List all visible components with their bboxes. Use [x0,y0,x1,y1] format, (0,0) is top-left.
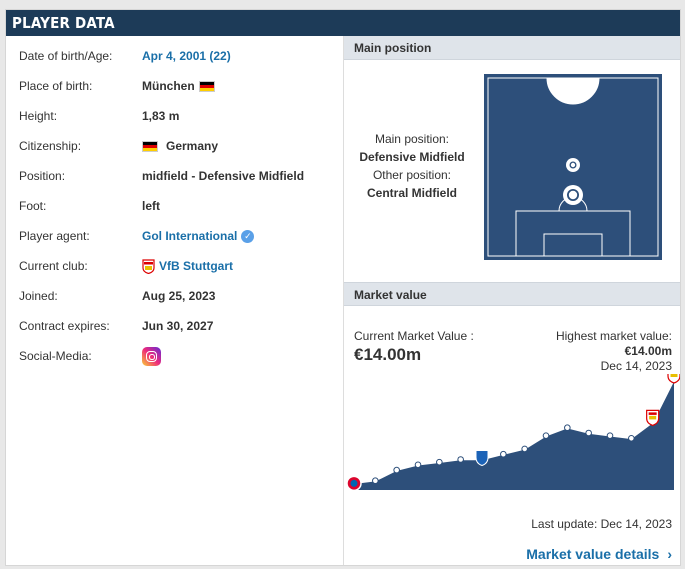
birthplace-value: München [142,76,215,96]
info-row-height: Height: 1,83 m [19,106,339,126]
position-text: Main position: Defensive Midfield Other … [344,130,480,202]
info-row-citizenship: Citizenship: Germany [19,136,339,156]
height-value: 1,83 m [142,109,180,123]
joined-label: Joined: [19,289,58,303]
height-label: Height: [19,109,58,123]
position-label: Position: [19,169,66,183]
chart-point[interactable] [606,432,614,439]
info-row-birthplace: Place of birth: München [19,76,339,96]
joined-value: Aug 25, 2023 [142,289,216,303]
column-divider [343,36,344,565]
stuttgart-crest-icon [667,374,680,384]
info-row-joined: Joined: Aug 25, 2023 [19,286,339,306]
center-circle-arc [546,77,600,105]
foot-value: left [142,199,160,213]
germany-flag-icon [198,81,215,93]
info-row-position: Position: midfield - Defensive Midfield [19,166,339,186]
contract-value: Jun 30, 2027 [142,319,214,333]
stuttgart-crest-icon [142,259,155,275]
market-value-details-link[interactable]: Market value details › [526,546,672,562]
verified-check-icon: ✓ [241,230,255,244]
chart-point[interactable] [414,461,422,469]
main-position-label: Main position: [374,132,450,146]
foot-label: Foot: [19,199,47,213]
club-label: Current club: [19,259,88,273]
chart-point[interactable] [521,445,528,453]
instagram-icon[interactable] [142,347,161,367]
position-value: midfield - Defensive Midfield [142,169,305,183]
player-info-list: Date of birth/Age: Apr 4, 2001 (22) Plac… [6,36,343,565]
dob-label: Date of birth/Age: [19,49,113,63]
chart-point[interactable] [564,424,571,432]
contract-label: Contract expires: [19,319,110,333]
chart-point[interactable] [585,429,592,437]
market-value-chart[interactable] [344,374,680,514]
chart-club-markers [346,374,680,492]
highest-value: €14.00m [624,344,672,358]
hoffenheim-crest-icon [475,450,489,467]
social-links [142,346,161,367]
agent-link[interactable]: Gol International ✓ [142,226,255,246]
citizenship-label: Citizenship: [19,139,82,153]
birthplace-label: Place of birth: [19,79,93,93]
chevron-right-icon: › [667,546,672,562]
pitch-diagram [484,74,662,260]
highest-value-label: Highest market value: [555,329,672,343]
chart-point[interactable] [372,477,379,484]
info-row-contract: Contract expires: Jun 30, 2027 [19,316,339,336]
main-position-value: Defensive Midfield [359,150,465,164]
card-title: PLAYER DATA [6,10,680,36]
market-value-header: Market value [344,282,680,306]
info-row-club: Current club: VfB Stuttgart [19,256,339,276]
agent-label: Player agent: [19,229,90,243]
highest-value-date: Dec 14, 2023 [600,359,672,373]
info-row-social: Social-Media: [19,346,339,367]
last-update: Last update: Dec 14, 2023 [531,517,672,531]
chart-point[interactable] [542,432,550,439]
chart-point[interactable] [393,466,400,474]
chart-point[interactable] [436,458,443,466]
goal-box [543,233,603,257]
player-data-card: PLAYER DATA Date of birth/Age: Apr 4, 20… [5,9,681,566]
chart-area [354,380,674,490]
info-row-dob: Date of birth/Age: Apr 4, 2001 (22) [19,46,339,66]
bayern-crest-icon [346,475,362,492]
info-row-agent: Player agent: Gol International ✓ [19,226,339,246]
chart-point[interactable] [457,456,464,463]
chart-point[interactable] [628,435,635,442]
chart-line [353,379,675,485]
main-position-header: Main position [344,36,680,60]
dob-link[interactable]: Apr 4, 2001 (22) [142,49,231,63]
current-value: €14.00m [354,345,422,364]
germany-flag-icon [142,141,158,153]
info-row-foot: Foot: left [19,196,339,216]
citizenship-value: Germany [142,136,218,156]
other-position-value: Central Midfield [366,186,457,200]
club-link[interactable]: VfB Stuttgart [142,256,233,276]
other-position-label: Other position: [372,168,452,182]
right-column: Main position Main position: Defensive M… [344,36,680,565]
current-value-label: Current Market Value : [354,329,474,343]
chart-point[interactable] [500,450,507,458]
highest-value-block: Highest market value: €14.00m Dec 14, 20… [556,329,672,374]
stuttgart-crest-icon [646,409,660,427]
social-label: Social-Media: [19,349,92,363]
